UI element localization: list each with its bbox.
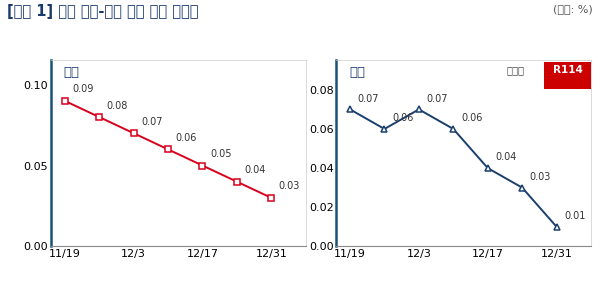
Text: 0.03: 0.03 [279,181,300,191]
Text: 0.07: 0.07 [141,117,163,127]
Text: 0.05: 0.05 [210,149,232,159]
Text: 0.04: 0.04 [244,165,266,175]
Text: 0.06: 0.06 [461,113,482,123]
Text: 매매: 매매 [64,66,80,79]
Text: 0.04: 0.04 [496,152,517,162]
Text: 부동산: 부동산 [507,65,525,75]
Text: [그림 1] 서울 매매-전세 주간 가격 변동률: [그림 1] 서울 매매-전세 주간 가격 변동률 [7,4,199,19]
Text: R114: R114 [553,65,583,75]
FancyBboxPatch shape [544,62,591,89]
Text: 0.06: 0.06 [176,133,197,143]
Text: 전세: 전세 [349,66,365,79]
Text: 0.08: 0.08 [107,101,128,111]
Text: 0.09: 0.09 [73,84,94,94]
Text: 0.07: 0.07 [358,94,379,104]
Text: 0.01: 0.01 [564,211,586,221]
Text: 0.03: 0.03 [530,172,551,182]
Text: 0.07: 0.07 [427,94,448,104]
Text: (단위: %): (단위: %) [553,4,593,14]
Text: 0.06: 0.06 [392,113,413,123]
